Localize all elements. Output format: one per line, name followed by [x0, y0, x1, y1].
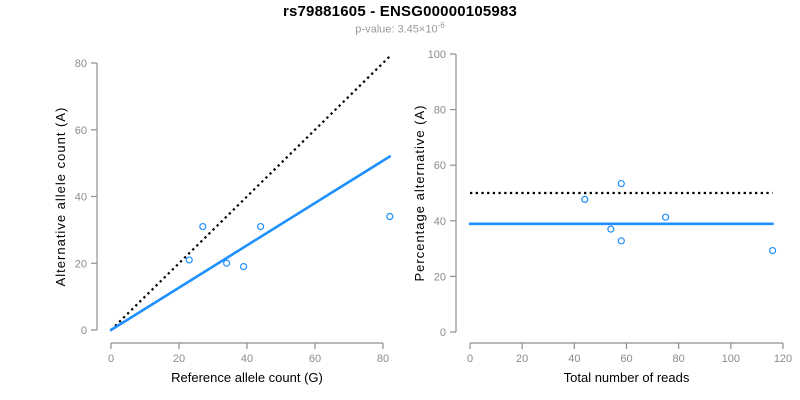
- y-tick-label: 40: [434, 216, 446, 228]
- data-point: [581, 195, 589, 203]
- y-tick-label: 100: [428, 49, 446, 61]
- data-point: [617, 237, 625, 245]
- y-tick-label: 60: [434, 160, 446, 172]
- x-tick-label: 0: [108, 353, 114, 365]
- data-point: [240, 262, 248, 271]
- y-tick-label: 20: [75, 258, 87, 270]
- allele-count-scatter: 0 20 40 60 80 0 20 40 60 80 Reference allele count…: [53, 55, 394, 385]
- x-tick-label: 20: [173, 353, 185, 365]
- data-point: [223, 259, 231, 267]
- data-point: [257, 222, 265, 231]
- x-axis-title: Reference allele count (G): [171, 370, 323, 385]
- y-tick-label: 20: [434, 271, 446, 283]
- x-tick-label: 40: [568, 353, 580, 365]
- x-tick-label: 20: [516, 353, 528, 365]
- y-tick-label: 80: [75, 58, 87, 70]
- data-point: [617, 179, 625, 188]
- x-tick-label: 120: [774, 353, 792, 365]
- pvalue-exponent: -6: [437, 21, 445, 30]
- x-tick-label: 80: [377, 353, 389, 365]
- percentage-vs-reads-scatter: 0 20 40 60 80 100 0 20 40 60 80 100 120 Total number …: [412, 49, 792, 385]
- data-point: [768, 246, 777, 255]
- x-tick-label: 60: [620, 353, 632, 365]
- x-tick-label: 0: [467, 353, 473, 365]
- page-title: rs79881605 - ENSG00000105983: [282, 3, 518, 20]
- data-point: [607, 225, 615, 233]
- data-point: [662, 213, 670, 221]
- y-axis-title: Alternative allele count (A): [53, 107, 68, 287]
- x-tick-label: 80: [673, 353, 685, 365]
- pvalue-subtitle: p-value: 3.45×10-6: [0, 21, 800, 36]
- x-tick-label: 40: [241, 353, 253, 365]
- pvalue-text: p-value: 3.45×10: [355, 23, 438, 36]
- y-tick-label: 40: [75, 192, 87, 204]
- fit-line: [109, 155, 392, 332]
- identity-line: [110, 55, 391, 331]
- y-axis-title: Percentage alternative (A): [412, 104, 427, 281]
- x-axis-title: Total number of reads: [564, 370, 690, 385]
- x-tick-label: 100: [722, 353, 740, 365]
- x-tick-label: 60: [309, 353, 321, 365]
- data-point: [386, 212, 394, 221]
- data-point: [199, 222, 207, 231]
- y-tick-label: 80: [434, 105, 446, 117]
- y-tick-label: 0: [81, 325, 87, 337]
- data-point: [185, 256, 193, 264]
- y-tick-label: 60: [75, 125, 87, 137]
- y-tick-label: 0: [440, 327, 446, 339]
